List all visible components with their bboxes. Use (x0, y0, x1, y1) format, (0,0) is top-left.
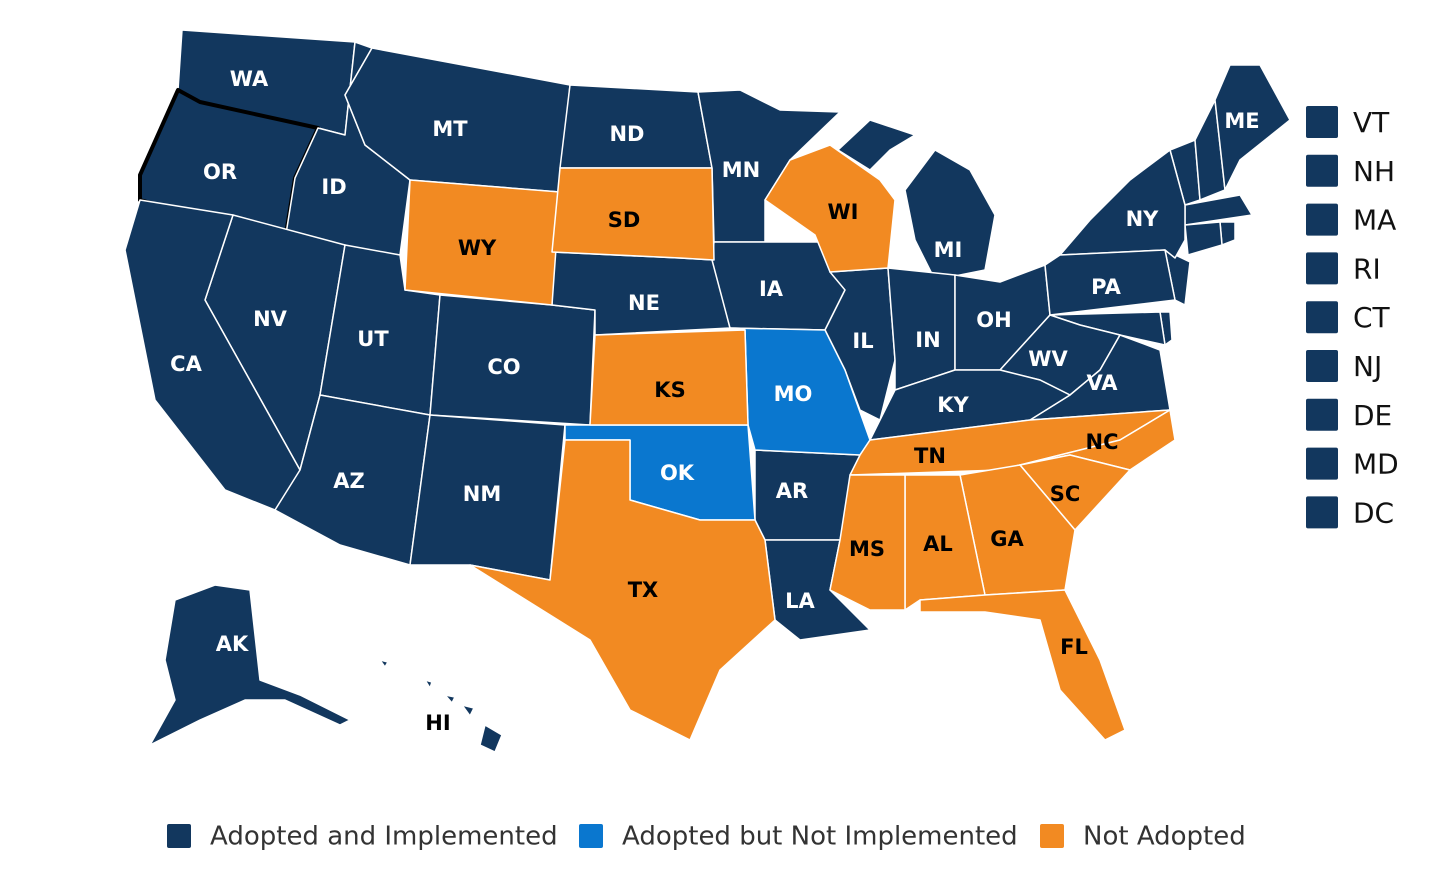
legend: Adopted and Implemented Adopted but Not I… (167, 822, 1246, 852)
state-labels: WA OR ID MT ND MN MI NY ME NV CA UT CO NE IA IL IN OH PA WV… (170, 67, 1259, 735)
state-label: AZ (333, 469, 364, 493)
small-state-box (1306, 106, 1338, 138)
state-label: WY (458, 236, 497, 260)
state-label: NE (628, 291, 660, 315)
state-label: IN (915, 328, 940, 352)
state-label: SD (608, 208, 641, 232)
small-state-box (1306, 496, 1338, 529)
state-label: PA (1091, 275, 1121, 299)
state-shape (469, 439, 776, 741)
legend-label: Not Adopted (1083, 822, 1246, 852)
state-label: SC (1050, 482, 1081, 506)
small-state-box (1306, 203, 1338, 236)
state-label: MO (774, 382, 813, 406)
legend-swatch (1040, 824, 1064, 848)
small-state-label: DE (1353, 399, 1392, 432)
state-shape (444, 694, 456, 704)
state-label: IL (852, 329, 873, 353)
state-label: WI (828, 200, 859, 224)
state-label: ME (1224, 109, 1259, 133)
state-label: OR (203, 160, 237, 184)
state-label: NC (1086, 430, 1119, 454)
small-state-box (1306, 398, 1338, 431)
small-state-box (1306, 154, 1338, 187)
state-label: HI (425, 711, 450, 735)
state-label: CO (487, 355, 520, 379)
state-shape (1214, 64, 1291, 191)
state-label: MI (934, 238, 963, 262)
state-shape (404, 179, 561, 306)
state-shape (461, 704, 475, 717)
state-label: WV (1028, 347, 1068, 371)
state-label: UT (357, 327, 389, 351)
state-shape (919, 589, 1126, 741)
state-label: OH (976, 308, 1011, 332)
state-label: TX (628, 578, 659, 602)
state-shape (829, 474, 906, 611)
state-label: AL (923, 532, 953, 556)
state-label: MT (432, 117, 468, 141)
state-label: NV (253, 307, 288, 331)
state-label: MN (722, 158, 760, 182)
small-state-label: MA (1353, 204, 1396, 237)
state-label: NY (1126, 207, 1160, 231)
state-label: TN (914, 444, 946, 468)
state-shapes (124, 29, 1291, 753)
state-shape (1184, 221, 1223, 256)
small-state-label: RI (1353, 252, 1381, 285)
small-state-label: CT (1353, 301, 1391, 334)
state-label: ND (609, 122, 644, 146)
state-label: AR (776, 479, 808, 503)
state-shape (589, 329, 749, 426)
small-state-label: VT (1353, 106, 1390, 139)
legend-swatch (579, 824, 603, 848)
small-state-box (1306, 350, 1338, 382)
small-state-box (1306, 301, 1338, 334)
state-label: ID (321, 175, 346, 199)
legend-label: Adopted and Implemented (210, 822, 558, 852)
small-state-label: DC (1353, 496, 1394, 529)
state-label: WA (230, 67, 269, 91)
state-label: KS (654, 378, 685, 402)
state-label: FL (1060, 635, 1088, 659)
state-shape (379, 659, 389, 668)
state-label: CA (170, 352, 202, 376)
legend-swatch (167, 824, 191, 848)
state-label: VA (1086, 371, 1118, 395)
state-shape (479, 724, 503, 753)
state-shape (424, 679, 433, 689)
state-label: IA (759, 277, 784, 301)
state-shape (149, 584, 351, 746)
state-label: LA (785, 589, 815, 613)
state-label: MS (849, 537, 885, 561)
state-shape (551, 167, 715, 261)
small-state-label: NJ (1353, 350, 1382, 383)
small-state-label: MD (1353, 448, 1399, 481)
state-label: NM (463, 482, 501, 506)
state-shape (1059, 149, 1186, 259)
state-shape (904, 149, 996, 281)
small-state-box (1306, 447, 1338, 480)
state-shape (837, 119, 916, 171)
state-label: AK (216, 632, 249, 656)
small-state-box (1306, 252, 1338, 285)
legend-label: Adopted but Not Implemented (622, 822, 1018, 852)
small-state-list: VT NH MA RI CT NJ DE MD DC (1306, 106, 1399, 529)
state-shape (764, 144, 896, 273)
small-state-label: NH (1353, 155, 1395, 188)
state-shape (1044, 249, 1176, 316)
state-label: GA (990, 527, 1024, 551)
state-label: KY (937, 393, 969, 417)
state-label: OK (660, 461, 695, 485)
